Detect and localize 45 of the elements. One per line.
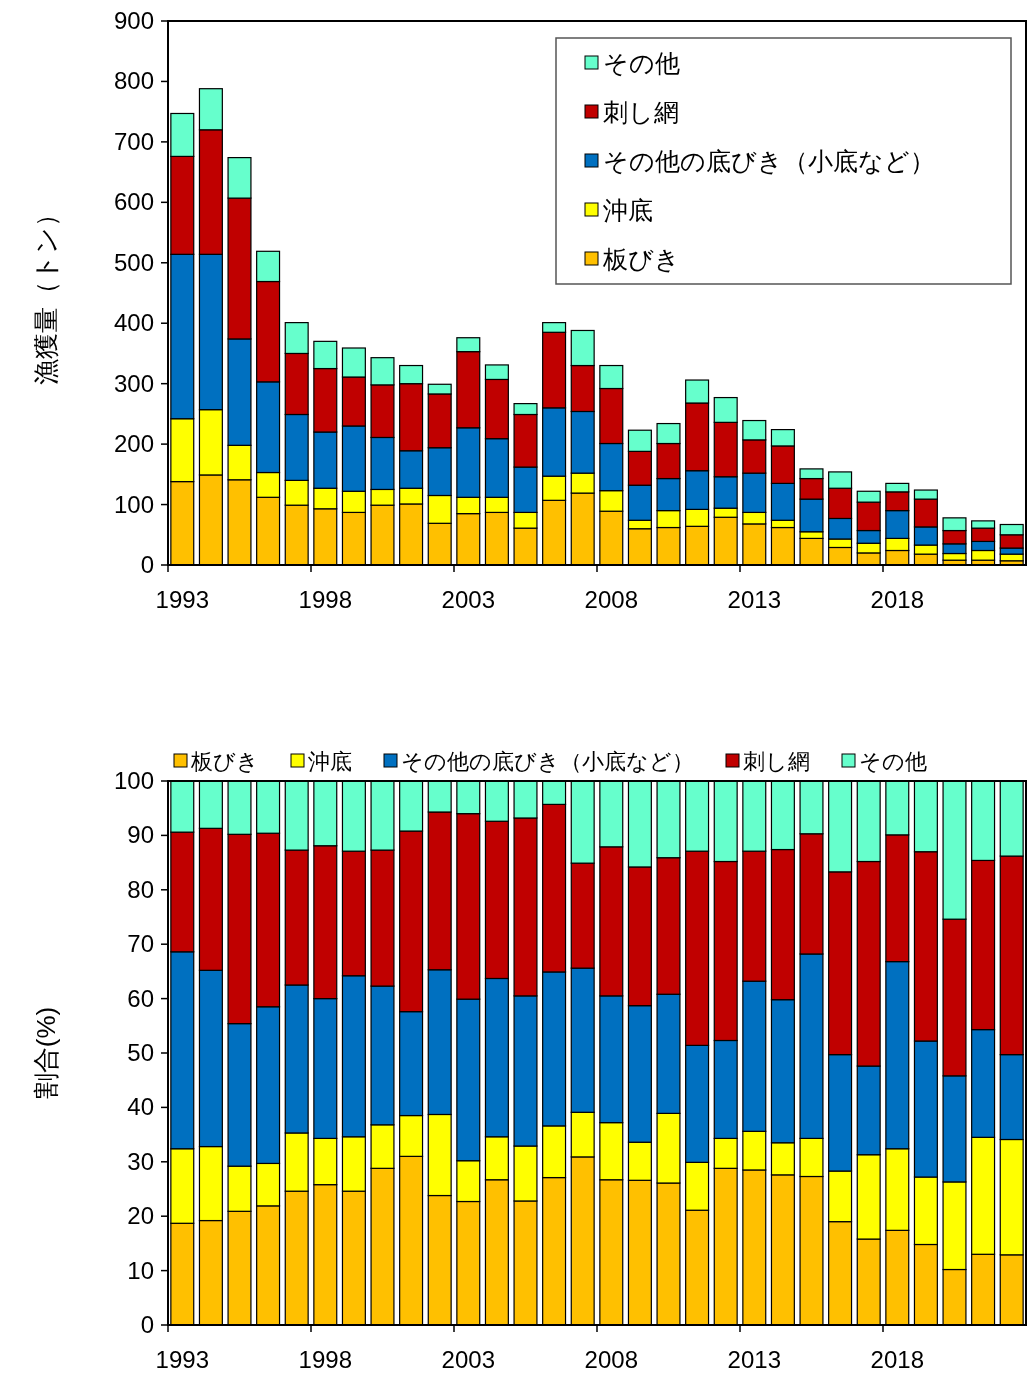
x-tick-label: 2008	[584, 1346, 638, 1373]
x-tick-label: 1998	[298, 1346, 352, 1373]
y-tick-label: 80	[127, 875, 154, 903]
x-tick-label: 2013	[727, 1346, 781, 1373]
y-tick-label: 20	[127, 1202, 154, 1230]
y-tick-label: 100	[113, 767, 154, 794]
y-tick-label: 800	[113, 67, 154, 95]
x-tick-label: 2003	[441, 1346, 495, 1373]
x-tick-label: 2018	[870, 586, 924, 613]
legend-label: その他	[859, 749, 927, 774]
y-tick-label: 10	[127, 1256, 154, 1284]
legend-label: その他の底びき（小底など）	[401, 749, 694, 774]
x-tick-label: 2003	[441, 586, 495, 613]
y-tick-label: 50	[127, 1039, 154, 1066]
x-tick-label: 1993	[155, 1346, 209, 1373]
legend-label: その他の底びき（小底など）	[603, 147, 935, 175]
legend-label: その他	[603, 49, 680, 77]
y-tick-label: 500	[113, 248, 154, 276]
legend-label: 板びき	[602, 245, 680, 273]
y-tick-label: 200	[113, 430, 154, 458]
y-tick-label: 100	[113, 490, 154, 518]
y-axis-title: 割合(%)	[31, 1006, 61, 1100]
y-tick-label: 60	[127, 984, 154, 1012]
y-tick-label: 300	[113, 369, 154, 397]
y-tick-label: 70	[127, 930, 154, 958]
y-tick-label: 40	[127, 1093, 154, 1121]
y-tick-label: 90	[127, 821, 154, 849]
y-tick-label: 0	[140, 1311, 154, 1338]
x-tick-label: 2013	[727, 586, 781, 613]
y-tick-label: 0	[140, 551, 154, 578]
x-tick-label: 2008	[584, 586, 638, 613]
y-tick-label: 900	[113, 7, 154, 34]
x-tick-label: 2018	[870, 1346, 924, 1373]
legend-label: 沖底	[308, 749, 352, 774]
legend-label: 刺し網	[743, 749, 810, 774]
legend-label: 沖底	[603, 196, 653, 224]
y-tick-label: 30	[127, 1147, 154, 1175]
y-tick-label: 600	[113, 188, 154, 216]
x-tick-label: 1998	[298, 586, 352, 613]
y-tick-label: 400	[113, 309, 154, 337]
y-tick-label: 700	[113, 127, 154, 155]
legend-label: 板びき	[190, 749, 259, 774]
x-tick-label: 1993	[155, 586, 209, 613]
legend-label: 刺し網	[603, 98, 679, 126]
y-axis-title: 漁獲量（トン）	[31, 201, 61, 385]
